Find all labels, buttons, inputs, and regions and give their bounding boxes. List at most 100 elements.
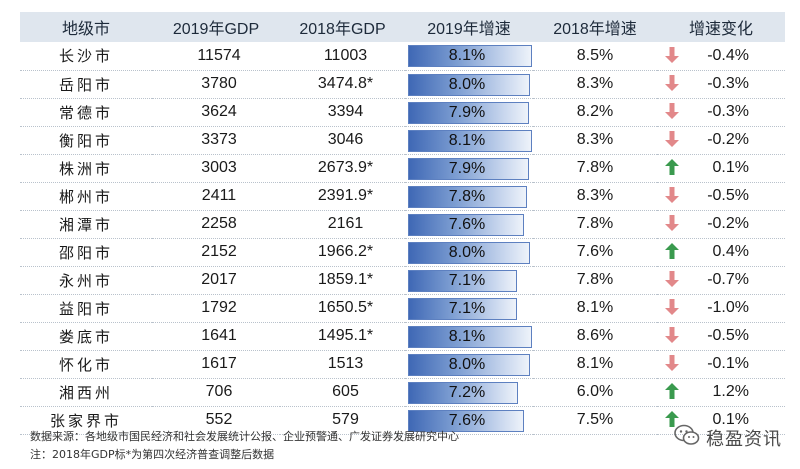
table-row: 衡阳市 3373 3046 8.1% 8.3% -0.2% [20,126,785,155]
growth-change-value: -0.2% [707,215,749,232]
gdp-2019-cell: 1617 [152,350,280,379]
gdp-2018-cell: 579 [280,406,405,435]
city-cell: 常德市 [20,98,152,127]
gdp-2019-cell: 3780 [152,70,280,99]
arrow-up-icon [665,159,679,175]
growth-bar [408,409,524,432]
growth-bar [408,381,518,404]
growth-bar [408,101,529,124]
growth-bar [408,353,530,376]
growth-bar-fill [408,269,517,292]
gdp-2019-cell: 3624 [152,98,280,127]
growth-change-cell: 1.2% [657,378,785,407]
growth-change-cell: -0.3% [657,98,785,127]
growth-change-value: -1.0% [707,299,749,316]
arrow-down-icon [665,327,679,343]
growth-2019-bar-cell: 8.1% [405,322,533,351]
growth-2019-bar-cell: 7.1% [405,294,533,323]
growth-2019-label: 7.9% [448,103,486,121]
growth-bar [408,185,527,208]
growth-bar-fill [408,101,529,124]
growth-bar [408,325,532,348]
header-city: 地级市 [20,12,152,42]
growth-bar [408,269,517,292]
arrow-down-icon [665,46,679,63]
city-cell: 怀化市 [20,350,152,379]
growth-2018-cell: 8.3% [533,126,657,155]
growth-2019-bar-cell: 8.0% [405,350,533,379]
gdp-2018-cell: 2391.9* [280,182,405,211]
growth-2018-cell: 7.5% [533,406,657,435]
growth-bar-fill [408,45,532,67]
growth-2018-cell: 8.6% [533,322,657,351]
growth-2018-cell: 7.6% [533,238,657,267]
growth-change-cell: -0.5% [657,322,785,351]
city-cell: 长沙市 [20,42,152,71]
gdp-2018-cell: 3474.8* [280,70,405,99]
arrow-down-icon [665,103,679,119]
growth-bar-fill [408,73,530,96]
growth-2019-label: 7.1% [448,271,486,289]
growth-2019-label: 8.0% [448,75,486,93]
arrow-down-icon [665,355,679,371]
city-cell: 株洲市 [20,154,152,183]
gdp-2018-cell: 3394 [280,98,405,127]
table-row: 益阳市 1792 1650.5* 7.1% 8.1% -1.0% [20,294,785,323]
growth-change-cell: -0.1% [657,350,785,379]
table-row: 永州市 2017 1859.1* 7.1% 7.8% -0.7% [20,266,785,295]
growth-2019-bar-cell: 7.2% [405,378,533,407]
growth-bar-fill [408,241,530,264]
growth-change-cell: 0.1% [657,406,785,435]
growth-2019-bar-cell: 7.1% [405,266,533,295]
growth-change-cell: -0.2% [657,126,785,155]
city-cell: 娄底市 [20,322,152,351]
arrow-up-icon [665,383,679,399]
header-gdp-2018: 2018年GDP [280,12,405,42]
growth-2018-cell: 8.1% [533,350,657,379]
growth-change-value: 0.1% [712,411,749,428]
growth-2018-cell: 8.5% [533,42,657,71]
header-growth-2018: 2018年增速 [533,12,657,42]
growth-change-value: -0.5% [707,327,749,344]
table-row: 常德市 3624 3394 7.9% 8.2% -0.3% [20,98,785,127]
table-row: 怀化市 1617 1513 8.0% 8.1% -0.1% [20,350,785,379]
growth-change-cell: -0.5% [657,182,785,211]
gdp-adjustment-note: 注：2018年GDP标*为第四次经济普查调整后数据 [30,448,275,461]
growth-2019-bar-cell: 8.1% [405,126,533,155]
growth-bar-fill [408,157,529,180]
arrow-up-icon [665,411,679,427]
growth-2019-label: 7.6% [448,215,486,233]
header-gdp-2019: 2019年GDP [152,12,280,42]
growth-2019-label: 8.1% [448,47,486,64]
data-source-note: 数据来源：各地级市国民经济和社会发展统计公报、企业预警通、广发证券发展研究中心 [30,430,459,443]
arrow-down-icon [665,187,679,203]
gdp-2019-cell: 2411 [152,182,280,211]
header-growth-change: 增速变化 [657,12,785,42]
growth-2019-bar-cell: 7.6% [405,210,533,239]
gdp-2018-cell: 2673.9* [280,154,405,183]
growth-change-value: 0.4% [712,243,749,260]
table-row: 郴州市 2411 2391.9* 7.8% 8.3% -0.5% [20,182,785,211]
table-row: 娄底市 1641 1495.1* 8.1% 8.6% -0.5% [20,322,785,351]
gdp-2019-cell: 706 [152,378,280,407]
table-row: 张家界市 552 579 7.6% 7.5% 0.1% [20,406,785,435]
table-row: 湘西州 706 605 7.2% 6.0% 1.2% [20,378,785,407]
gdp-2018-cell: 1859.1* [280,266,405,295]
city-cell: 湘潭市 [20,210,152,239]
gdp-2019-cell: 552 [152,406,280,435]
wechat-icon [674,424,700,451]
city-cell: 张家界市 [20,406,152,435]
growth-2018-cell: 6.0% [533,378,657,407]
header-growth-2019: 2019年增速 [405,12,533,42]
gdp-2018-cell: 2161 [280,210,405,239]
city-cell: 湘西州 [20,378,152,407]
table-row: 长沙市 11574 11003 8.1% 8.5% -0.4% [20,42,785,71]
table-row: 湘潭市 2258 2161 7.6% 7.8% -0.2% [20,210,785,239]
growth-2019-label: 7.6% [448,411,486,429]
gdp-2019-cell: 3373 [152,126,280,155]
growth-2018-cell: 8.1% [533,294,657,323]
growth-2019-bar-cell: 7.6% [405,406,533,435]
table-row: 邵阳市 2152 1966.2* 8.0% 7.6% 0.4% [20,238,785,267]
arrow-down-icon [665,271,679,287]
growth-change-value: 1.2% [712,383,749,400]
